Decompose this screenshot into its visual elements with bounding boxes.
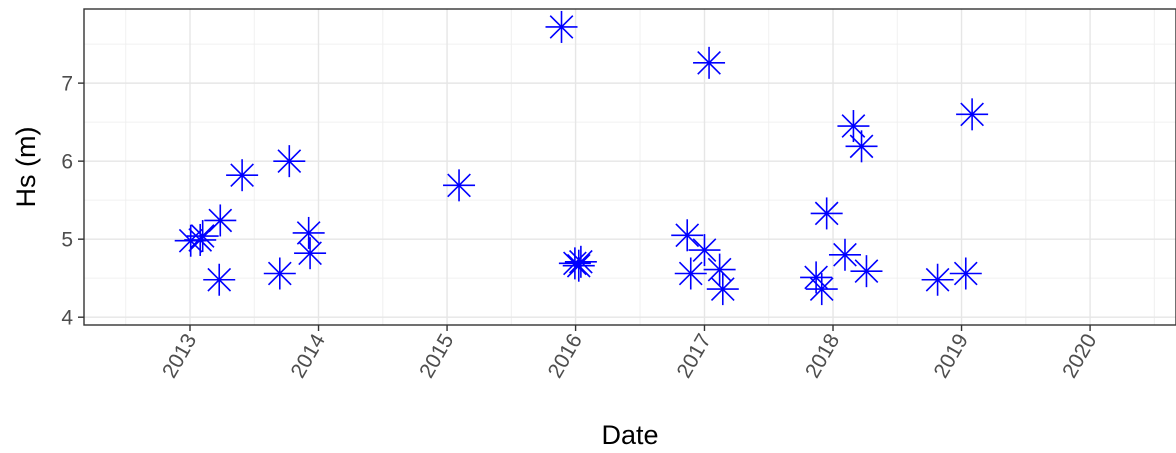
data-point xyxy=(956,98,989,131)
data-point xyxy=(800,261,833,294)
data-point xyxy=(674,257,707,290)
y-tick-label: 5 xyxy=(61,229,73,252)
data-point xyxy=(949,257,982,290)
data-point xyxy=(706,273,739,306)
data-point xyxy=(810,197,843,230)
data-point xyxy=(703,253,736,286)
data-points xyxy=(174,10,989,306)
data-point xyxy=(545,10,578,43)
data-point xyxy=(186,220,219,253)
data-point xyxy=(845,130,878,163)
panel-background xyxy=(84,9,1176,325)
data-point xyxy=(688,234,721,267)
x-tick-label: 2013 xyxy=(158,330,201,382)
data-point xyxy=(671,219,704,252)
data-point xyxy=(294,237,327,270)
data-point xyxy=(292,216,325,249)
x-tick-label: 2018 xyxy=(801,330,844,382)
x-tick-label: 2019 xyxy=(930,330,973,382)
data-point xyxy=(693,46,726,79)
data-point xyxy=(828,238,861,271)
x-tick-label: 2016 xyxy=(544,330,587,382)
x-tick-label: 2015 xyxy=(415,330,458,382)
major-grid xyxy=(84,9,1176,325)
data-point xyxy=(443,169,476,202)
panel-border xyxy=(83,8,1176,326)
data-point xyxy=(203,263,236,296)
y-tick-label: 6 xyxy=(61,151,73,174)
data-point xyxy=(184,223,217,256)
x-tick-label: 2017 xyxy=(673,330,716,382)
x-tick-label: 2014 xyxy=(287,330,330,382)
data-point xyxy=(226,159,259,192)
minor-grid xyxy=(84,9,1176,325)
data-point xyxy=(562,249,595,282)
data-point xyxy=(850,255,883,288)
y-axis-title: Hs (m) xyxy=(11,127,41,208)
data-point xyxy=(805,273,838,306)
data-point xyxy=(564,245,597,278)
data-point xyxy=(204,204,237,237)
x-axis-title: Date xyxy=(601,420,658,450)
data-point xyxy=(273,145,306,178)
data-point xyxy=(263,257,296,290)
data-point xyxy=(921,263,954,296)
data-point xyxy=(558,247,591,280)
y-axis-ticks: 4 5 6 7 xyxy=(61,73,84,330)
x-axis-ticks: 2013 2014 2015 2016 2017 2018 2019 2020 xyxy=(158,325,1101,382)
y-tick-label: 4 xyxy=(61,307,73,330)
x-tick-label: 2020 xyxy=(1058,330,1101,382)
y-tick-label: 7 xyxy=(61,73,73,96)
